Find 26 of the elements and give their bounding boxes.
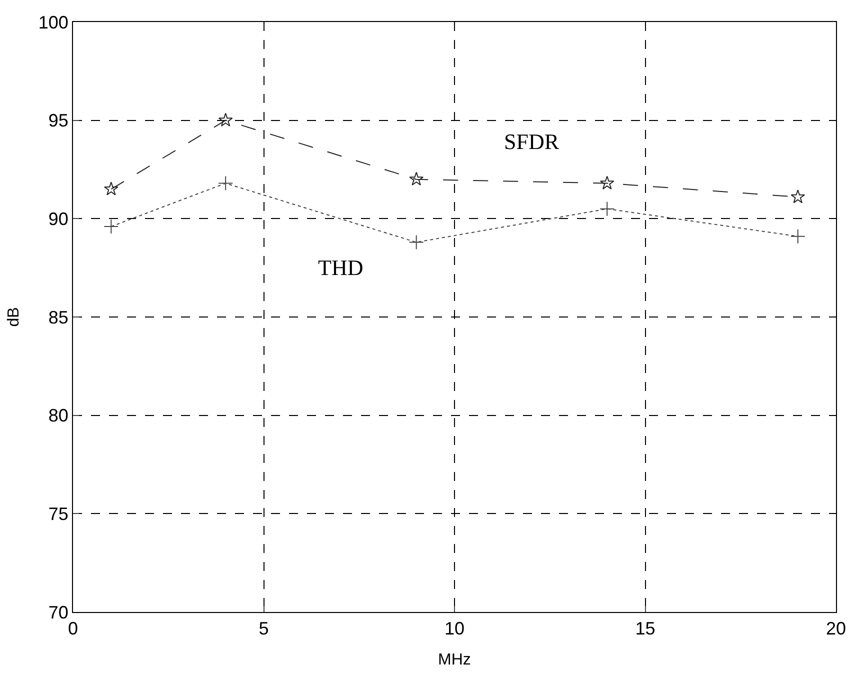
point xyxy=(408,234,424,250)
y-axis-title: dB xyxy=(5,307,22,327)
point xyxy=(218,176,234,191)
y-tick-label: 95 xyxy=(48,110,68,131)
series-label: SFDR xyxy=(504,129,560,154)
point xyxy=(104,182,118,196)
y-tick-label: 85 xyxy=(48,307,68,328)
x-tick-label: 20 xyxy=(826,618,846,639)
point xyxy=(600,176,614,190)
x-tick-label: 0 xyxy=(68,618,78,639)
x-tick-label: 10 xyxy=(444,618,465,639)
y-tick-label: 100 xyxy=(38,12,68,32)
x-tick-label: 15 xyxy=(635,618,656,639)
y-tick-label: 70 xyxy=(48,602,68,622)
y-tick-label: 75 xyxy=(48,504,68,524)
point xyxy=(409,172,424,186)
point xyxy=(104,219,119,234)
x-axis-title: MHz xyxy=(438,651,471,668)
series-label: THD xyxy=(318,255,364,280)
point xyxy=(218,112,233,126)
x-tick-label: 5 xyxy=(258,618,269,639)
y-tick-label: 80 xyxy=(48,406,68,426)
y-tick-label: 90 xyxy=(48,208,68,229)
point xyxy=(600,201,615,216)
point xyxy=(790,228,806,244)
point xyxy=(790,190,806,204)
